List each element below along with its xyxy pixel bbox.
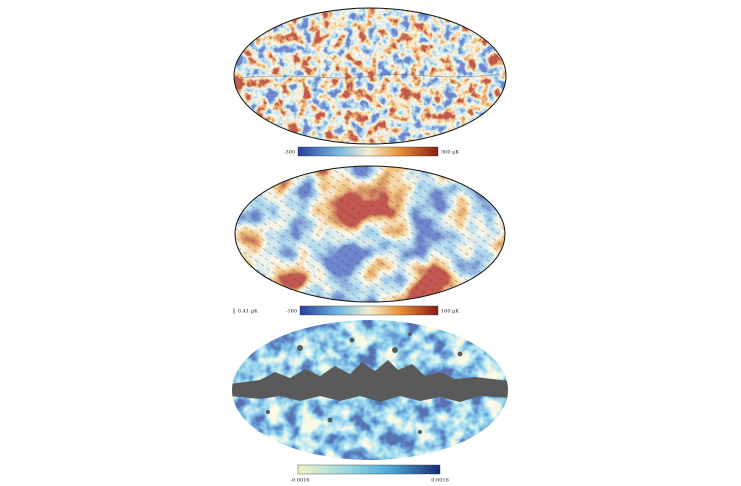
colorbar-max: 160 µK: [441, 309, 459, 315]
colorbar-max: 0.0016: [431, 478, 449, 484]
colorbar: [297, 146, 439, 157]
colorbar: [297, 464, 441, 475]
colorbar: [299, 305, 439, 316]
colorbar-min: -300: [284, 150, 295, 156]
polarization-map: [234, 165, 506, 303]
temperature-map: [233, 7, 507, 145]
scale-label: 0.41 µK: [238, 309, 258, 315]
colorbar-max: 300 µK: [441, 150, 459, 156]
colorbar-min: -160: [286, 309, 297, 315]
colorbar-min: -0.0016: [290, 478, 309, 484]
lensing-map: [232, 320, 508, 460]
